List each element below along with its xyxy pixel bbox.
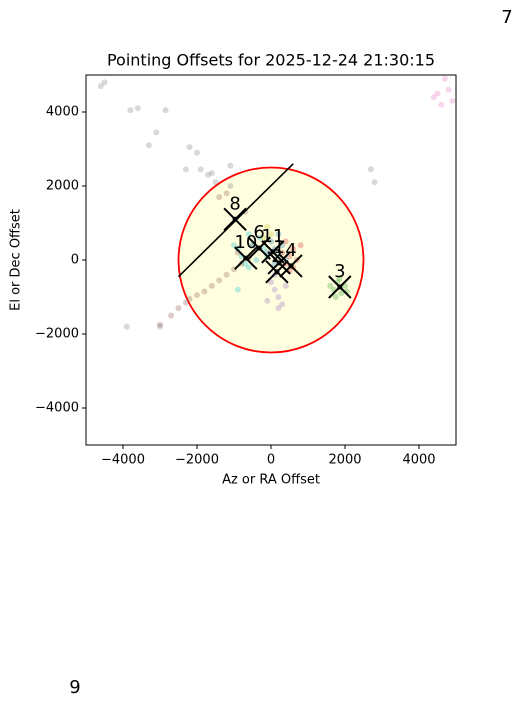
scatter-point [186,144,193,151]
scatter-point [430,94,437,101]
scatter-point [275,231,282,238]
x-tick-label: −4000 [101,453,145,468]
scatter-point [216,194,223,201]
scatter-point [268,231,274,238]
scatter-point [271,286,278,293]
scatter-point [168,312,175,319]
scatter-point [327,282,334,289]
marker-label: 1 [273,237,284,258]
scatter-point [194,149,200,156]
y-axis-label: El or Dec Offset [9,209,24,311]
marker-label: 3 [334,261,345,282]
scatter-point [253,257,260,263]
scatter-point [208,282,215,289]
scatter-point [371,179,378,186]
scatter-point [227,162,234,169]
marker-center [276,260,282,266]
scatter-point [242,260,249,267]
x-tick-label: 2000 [328,453,361,468]
scatter-point [275,294,282,300]
marker-label: 8 [229,193,240,214]
scatter-point [186,295,193,302]
scatter-point [279,249,286,256]
x-tick-label: 0 [267,453,275,468]
scatter-point [212,179,219,186]
scatter-point [175,305,182,312]
scatter-point [268,279,274,286]
scatter-point [194,292,200,299]
scatter-point [123,323,130,330]
annotation: 9 [69,677,80,698]
scatter-point [445,86,452,93]
scatter-point [245,264,252,271]
marker-center [232,216,238,222]
scatter-point [145,142,152,149]
x-tick-label: −2000 [175,453,219,468]
scatter-point [205,171,212,178]
scatter-point [162,107,169,114]
scatter-point [201,288,208,295]
scatter-point [182,166,189,173]
y-tick-label: −4000 [35,401,79,416]
scatter-point [260,234,267,241]
marker-label: 2 [271,246,282,267]
marker-center [270,249,276,255]
scatter-point [227,183,234,189]
scatter-point [208,170,215,177]
scatter-point [256,234,263,241]
y-tick-label: 0 [71,253,79,268]
y-tick-label: −2000 [35,327,79,342]
scatter-point [223,271,230,278]
scatter-point [268,238,274,245]
scatter-point [101,79,108,86]
scatter-point [282,238,289,245]
scatter-point [449,97,456,104]
annotation: 7 [501,7,512,28]
marker-center [274,269,280,275]
marker-center [288,263,294,269]
marker-label: 6 [253,222,264,243]
scatter-point [441,75,448,82]
scatter-point [297,242,304,249]
scatter-point [97,83,104,90]
x-tick-label: 4000 [402,453,435,468]
scatter-point [127,107,134,114]
scatter-point [282,282,289,289]
marker-label: 11 [261,226,284,247]
y-tick-label: 2000 [46,179,79,194]
scatter-point [279,301,286,308]
marker-label: 4 [285,240,296,261]
scatter-point [434,90,441,97]
scatter-point [332,294,339,300]
scatter-point [245,231,252,238]
scatter-point [157,323,163,330]
plot [97,75,456,354]
marker-center [243,255,249,261]
scatter-point [275,305,282,312]
marker-center [256,245,262,251]
chart-title: Pointing Offsets for 2025-12-24 21:30:15 [107,51,435,70]
scatter-point [290,245,297,252]
scatter-point [157,321,163,328]
scatter-point [197,166,204,173]
marker-label: 10 [234,232,257,253]
scatter-point [216,277,223,284]
scatter-point [134,105,141,112]
tolerance-circle [177,166,365,354]
scatter-point [336,275,343,282]
y-tick-label: 4000 [46,105,79,120]
scatter-point [223,190,230,197]
scatter-point [438,101,445,108]
scatter-point [234,286,241,293]
scatter-point [264,223,271,230]
scatter-point [264,297,271,304]
marker-center [337,284,343,290]
scatter-point [367,166,374,173]
scatter-point [182,299,189,306]
scatter-point [338,290,345,297]
scatter-point [153,129,160,136]
x-axis-label: Az or RA Offset [222,473,320,488]
